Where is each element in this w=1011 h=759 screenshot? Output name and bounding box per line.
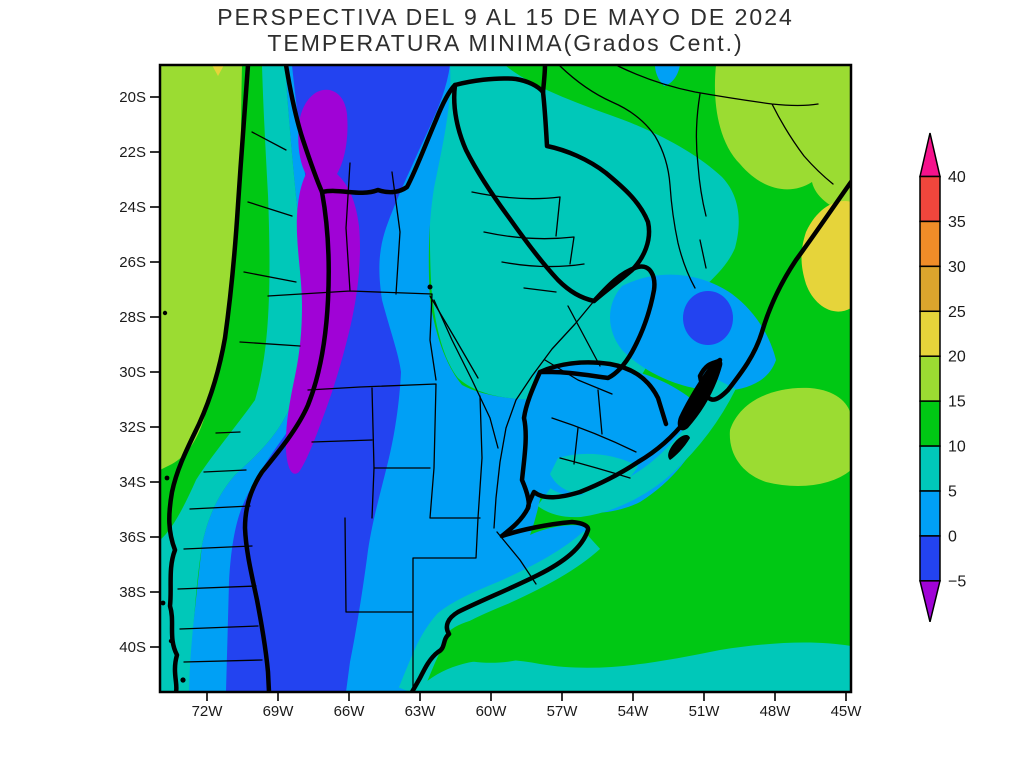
- border-rio-plata-south-coast: [409, 519, 591, 692]
- inland-dot: [427, 284, 433, 290]
- lat-label: 24S: [119, 199, 146, 216]
- temp-region-top-spike-0-5: [655, 65, 680, 86]
- lon-label: 69W: [263, 703, 295, 720]
- colorbar-segment: [919, 400, 941, 447]
- temp-region-andes-m5-0: [226, 65, 450, 692]
- colorbar-segment: [919, 220, 941, 268]
- lat-label: 32S: [119, 419, 146, 436]
- colorbar: 40 35 30 25 20 15 10 5 0 −5: [919, 132, 966, 623]
- lat-label: 36S: [119, 529, 146, 546]
- border-uruguay-brazil: [537, 360, 669, 427]
- temp-region-necorner-15-20: [714, 65, 851, 215]
- temp-region-ne-pocket-m5-0: [683, 291, 733, 345]
- temp-region-pacific-15-20: [160, 65, 242, 470]
- colorbar-label: −5: [948, 573, 966, 590]
- colorbar-label: 40: [948, 169, 966, 186]
- temp-region-coast-20-25: [801, 201, 851, 312]
- colorbar-arrow-bottom: [919, 580, 941, 623]
- colorbar-segment: [919, 175, 941, 223]
- colorbar-label: 10: [948, 439, 966, 456]
- temp-region-south-ocean-5-10: [415, 642, 851, 692]
- colorbar-label: 20: [948, 349, 966, 366]
- colorbar-label: 0: [948, 528, 957, 545]
- colorbar-segment: [919, 535, 941, 582]
- chile-lines: [177, 131, 301, 663]
- lat-label: 26S: [119, 254, 146, 271]
- pacific-islet: [162, 310, 168, 316]
- brazil-lines: [559, 65, 834, 289]
- chile-island-4: [180, 677, 186, 683]
- colorbar-segment: [919, 445, 941, 492]
- colorbar-segment: [919, 310, 941, 357]
- temp-region-andes-west-5-10: [160, 65, 306, 692]
- temp-region-ocean-patch-15-20: [729, 387, 851, 486]
- temperature-field: [160, 65, 851, 692]
- lat-label: 22S: [119, 144, 146, 161]
- colorbar-label: 35: [948, 214, 966, 231]
- temp-region-se-green-blob-10-15: [442, 616, 547, 663]
- lat-label: 30S: [119, 364, 146, 381]
- argentina-rivers: [433, 299, 613, 529]
- lat-label: 40S: [119, 639, 146, 656]
- temp-region-uruguay-coast-strip-5-10: [537, 379, 736, 518]
- chile-island-3: [168, 638, 174, 644]
- map-frame: [158, 63, 853, 694]
- title-line-2: TEMPERATURA MINIMA(Grados Cent.): [267, 30, 744, 56]
- axis-layer: 20S 22S 24S 26S 28S 30S 32S 34S 36S 38S 40S 72W 69W 6…: [119, 89, 862, 720]
- title-line-1: PERSPECTIVA DEL 9 AL 15 DE MAYO DE 2024: [217, 4, 794, 30]
- colorbar-label: 30: [948, 259, 966, 276]
- colorbar-label: 25: [948, 304, 966, 321]
- lon-label: 48W: [760, 703, 792, 720]
- lon-label: 57W: [547, 703, 579, 720]
- lon-label: 66W: [334, 703, 366, 720]
- lat-label: 28S: [119, 309, 146, 326]
- border-bolivia-brazil-north: [540, 65, 548, 95]
- lagoons-and-islands: [160, 284, 723, 683]
- colorbar-label: 15: [948, 394, 966, 411]
- colorbar-segment: [919, 265, 941, 313]
- lon-label: 45W: [831, 703, 863, 720]
- temp-region-andes-core-below-m5: [285, 89, 360, 474]
- border-misiones-uruguay-river: [499, 264, 657, 539]
- uruguay-lines: [551, 389, 637, 479]
- colorbar-label: 5: [948, 484, 957, 501]
- lon-label: 60W: [476, 703, 508, 720]
- lon-label: 51W: [689, 703, 721, 720]
- lon-label: 54W: [618, 703, 650, 720]
- border-chile-argentina: [242, 65, 331, 692]
- map-title: PERSPECTIVA DEL 9 AL 15 DE MAYO DE 2024 …: [0, 4, 1011, 56]
- border-chile-coastline: [167, 65, 251, 692]
- temp-region-uruguay-inner-5-10: [550, 453, 638, 494]
- lat-label: 38S: [119, 584, 146, 601]
- argentina-province-lines: [267, 162, 537, 692]
- chile-island-1: [164, 475, 170, 481]
- colorbar-segment: [919, 490, 941, 537]
- temp-region-top-notch-20-25: [212, 65, 224, 76]
- lat-label: 34S: [119, 474, 146, 491]
- colorbar-arrow-top: [919, 132, 941, 178]
- border-argentina-bolivia: [319, 82, 458, 195]
- colorbar-segment: [919, 355, 941, 402]
- lon-label: 63W: [405, 703, 437, 720]
- lat-label: 20S: [119, 89, 146, 106]
- lagoa-mirim: [668, 435, 690, 460]
- lon-label: 72W: [192, 703, 224, 720]
- province-and-river-lines: [177, 65, 834, 692]
- chile-island-2: [160, 600, 166, 606]
- lagoa-dos-patos: [677, 359, 723, 431]
